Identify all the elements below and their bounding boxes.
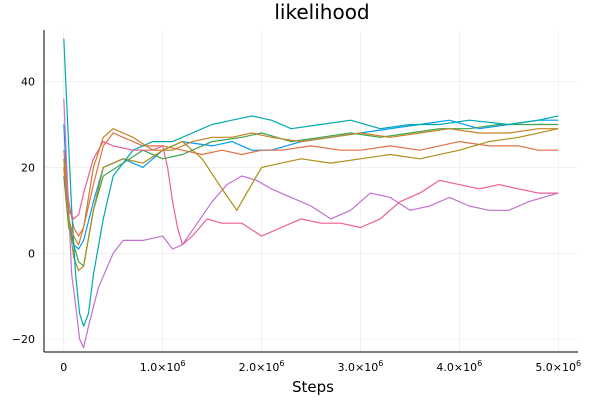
series-line-1 — [63, 119, 559, 250]
series-line-3 — [63, 123, 559, 267]
x-tick-labels: 0 1.0×106 2.0×106 3.0×106 4.0×106 5.0×106 — [60, 359, 581, 374]
series-line-8 — [63, 128, 559, 246]
x-tick-label-0: 0 — [60, 361, 67, 374]
y-tick-label-3: 40 — [21, 76, 35, 89]
series-line-2 — [63, 132, 559, 237]
y-tick-label-0: −20 — [12, 333, 35, 346]
x-tick-label-3: 3.0×106 — [338, 359, 384, 374]
y-tick-labels: −20 0 20 40 — [12, 76, 35, 347]
x-tick-label-5: 5.0×106 — [535, 359, 581, 374]
series-layer — [63, 38, 559, 349]
x-tick-label-4: 4.0×106 — [436, 359, 482, 374]
series-line-7 — [63, 141, 559, 246]
chart-title: likelihood — [274, 0, 369, 24]
grid — [44, 30, 578, 352]
x-axis-label: Steps — [292, 378, 334, 396]
x-tick-label-1: 1.0×106 — [140, 359, 186, 374]
series-line-6 — [63, 38, 559, 327]
series-line-4 — [63, 98, 559, 349]
x-tick-label-2: 2.0×106 — [239, 359, 285, 374]
y-tick-label-2: 20 — [21, 161, 35, 174]
series-line-5 — [63, 128, 559, 271]
y-tick-label-1: 0 — [28, 247, 35, 260]
